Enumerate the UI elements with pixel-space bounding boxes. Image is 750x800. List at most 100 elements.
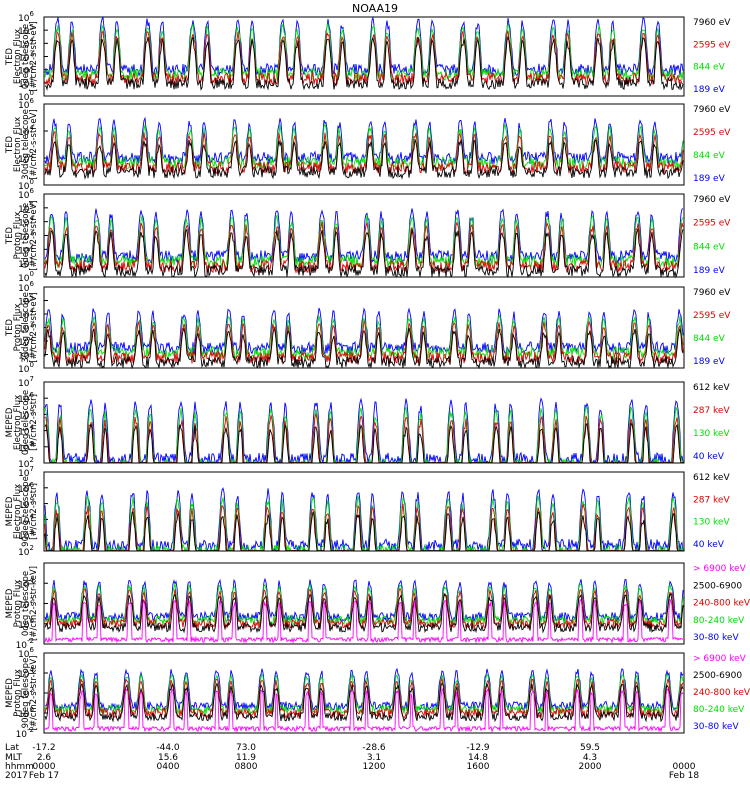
flux-traces [44,116,684,180]
trace-blue [44,307,684,356]
figure-title: NOAA19 [352,2,398,15]
y-tick-label: 102 [18,334,34,348]
y-tick-label: 104 [18,512,34,526]
y-tick-label: 104 [18,124,34,138]
y-axis-label: 30deg telescope [21,292,31,363]
y-axis-label: 0deg telescope [21,571,31,636]
y-tick-label: 101 [18,256,34,270]
axis-value: 2000 [579,762,602,772]
axis-value: 0800 [235,762,258,772]
flux-traces [44,487,684,553]
axis-value: -17.2 [32,743,55,753]
y-axis-label: Proton Flux [13,580,23,628]
trace-black [44,35,684,91]
y-tick-label: 103 [18,229,34,243]
trace-black [44,593,684,634]
legend-red: 287 keV [693,495,730,505]
axis-value: 1600 [467,762,490,772]
axis-value: 2.6 [37,753,52,763]
axis-value: 14.8 [468,753,488,763]
legend-blue: 40 keV [693,452,725,462]
legend-green: 844 eV [693,242,726,252]
y-tick-label: 10-2 [16,726,34,740]
legend-black: 7960 eV [693,18,731,28]
y-axis-label: TED [5,47,15,66]
legend-black: 7960 eV [693,105,731,115]
axis-value: 0000 [33,762,56,772]
legend-black: 612 keV [693,383,730,393]
y-axis-label: [#/cm2-s-str-eV] [29,200,39,270]
y-axis-label: Electron Flux [13,395,23,450]
legend-magenta: > 6900 keV [693,654,747,664]
legend-green: 130 keV [693,429,730,439]
legend-green: 130 keV [693,518,730,528]
y-tick-label: 106 [18,10,34,24]
y-axis-label: 90deg telescope [21,476,31,547]
y-tick-label: 100 [18,89,34,103]
legend-green: 844 eV [693,334,726,344]
legend-black: 7960 eV [693,195,731,205]
y-axis-label: [#/cm2-s-str-keV] [29,656,39,731]
y-tick-label: 107 [18,465,34,479]
y-axis-label: [#/cm2-s-str] [29,483,39,540]
y-tick-label: 106 [18,481,34,495]
legend-red: 287 keV [693,406,730,416]
legend-black: 612 keV [693,473,730,483]
axis-value: 3.1 [367,753,381,763]
y-tick-label: 102 [18,544,34,558]
legend-green: 80-240 keV [693,616,745,626]
trace-green [44,123,684,170]
legend-red: 2595 eV [693,128,731,138]
flux-traces [44,307,684,370]
y-tick-label: 105 [18,497,34,511]
y-axis-label: [#/cm2-s-str] [29,394,39,451]
y-tick-label: 104 [18,307,34,321]
y-tick-label: 102 [18,597,34,611]
y-tick-label: 104 [18,36,34,50]
y-tick-label: 102 [18,686,34,700]
y-tick-label: 10-2 [16,637,34,651]
trace-green [44,314,684,361]
legend-red: 2595 eV [693,40,731,50]
legend-red: 2595 eV [693,219,731,229]
trace-magenta [44,599,684,644]
y-axis-label: TED [5,226,15,245]
trace-magenta [44,687,684,733]
y-tick-label: 100 [18,270,34,284]
y-axis-label: MEPED [5,678,15,708]
panel-frame [43,562,685,645]
trace-green [44,213,684,269]
trace-black [44,228,684,279]
y-tick-label: 100 [18,706,34,720]
flux-traces [44,15,684,91]
y-axis-label: 0deg telescope [21,390,31,455]
axis-value: Feb 17 [29,771,59,781]
legend-green: 80-240 keV [693,705,745,715]
y-axis-label: MEPED [5,588,15,618]
y-tick-label: 104 [18,576,34,590]
y-tick-label: 102 [18,151,34,165]
trace-green [44,672,684,716]
y-axis-label: 0deg telescope [21,203,31,268]
legend-red: 240-800 keV [693,599,750,609]
axis-value: -12.9 [466,743,490,753]
y-tick-label: 104 [18,666,34,680]
trace-black [44,139,684,180]
axis-value: 1200 [363,762,386,772]
y-tick-label: 100 [18,178,34,192]
y-tick-label: 106 [18,646,34,660]
y-tick-label: 101 [18,348,34,362]
legend-blue: 189 eV [693,357,726,367]
axis-row-label: MLT [5,753,23,763]
axis-row-label: Lat [5,743,20,753]
trace-black [44,422,683,464]
y-tick-label: 102 [18,63,34,77]
y-tick-label: 103 [18,528,34,542]
y-axis-label: TED [5,135,15,154]
flux-traces [44,208,684,279]
flux-traces [44,397,684,465]
y-axis-label: [#/cm2-s-str-eV] [29,21,39,91]
y-tick-label: 106 [18,391,34,405]
